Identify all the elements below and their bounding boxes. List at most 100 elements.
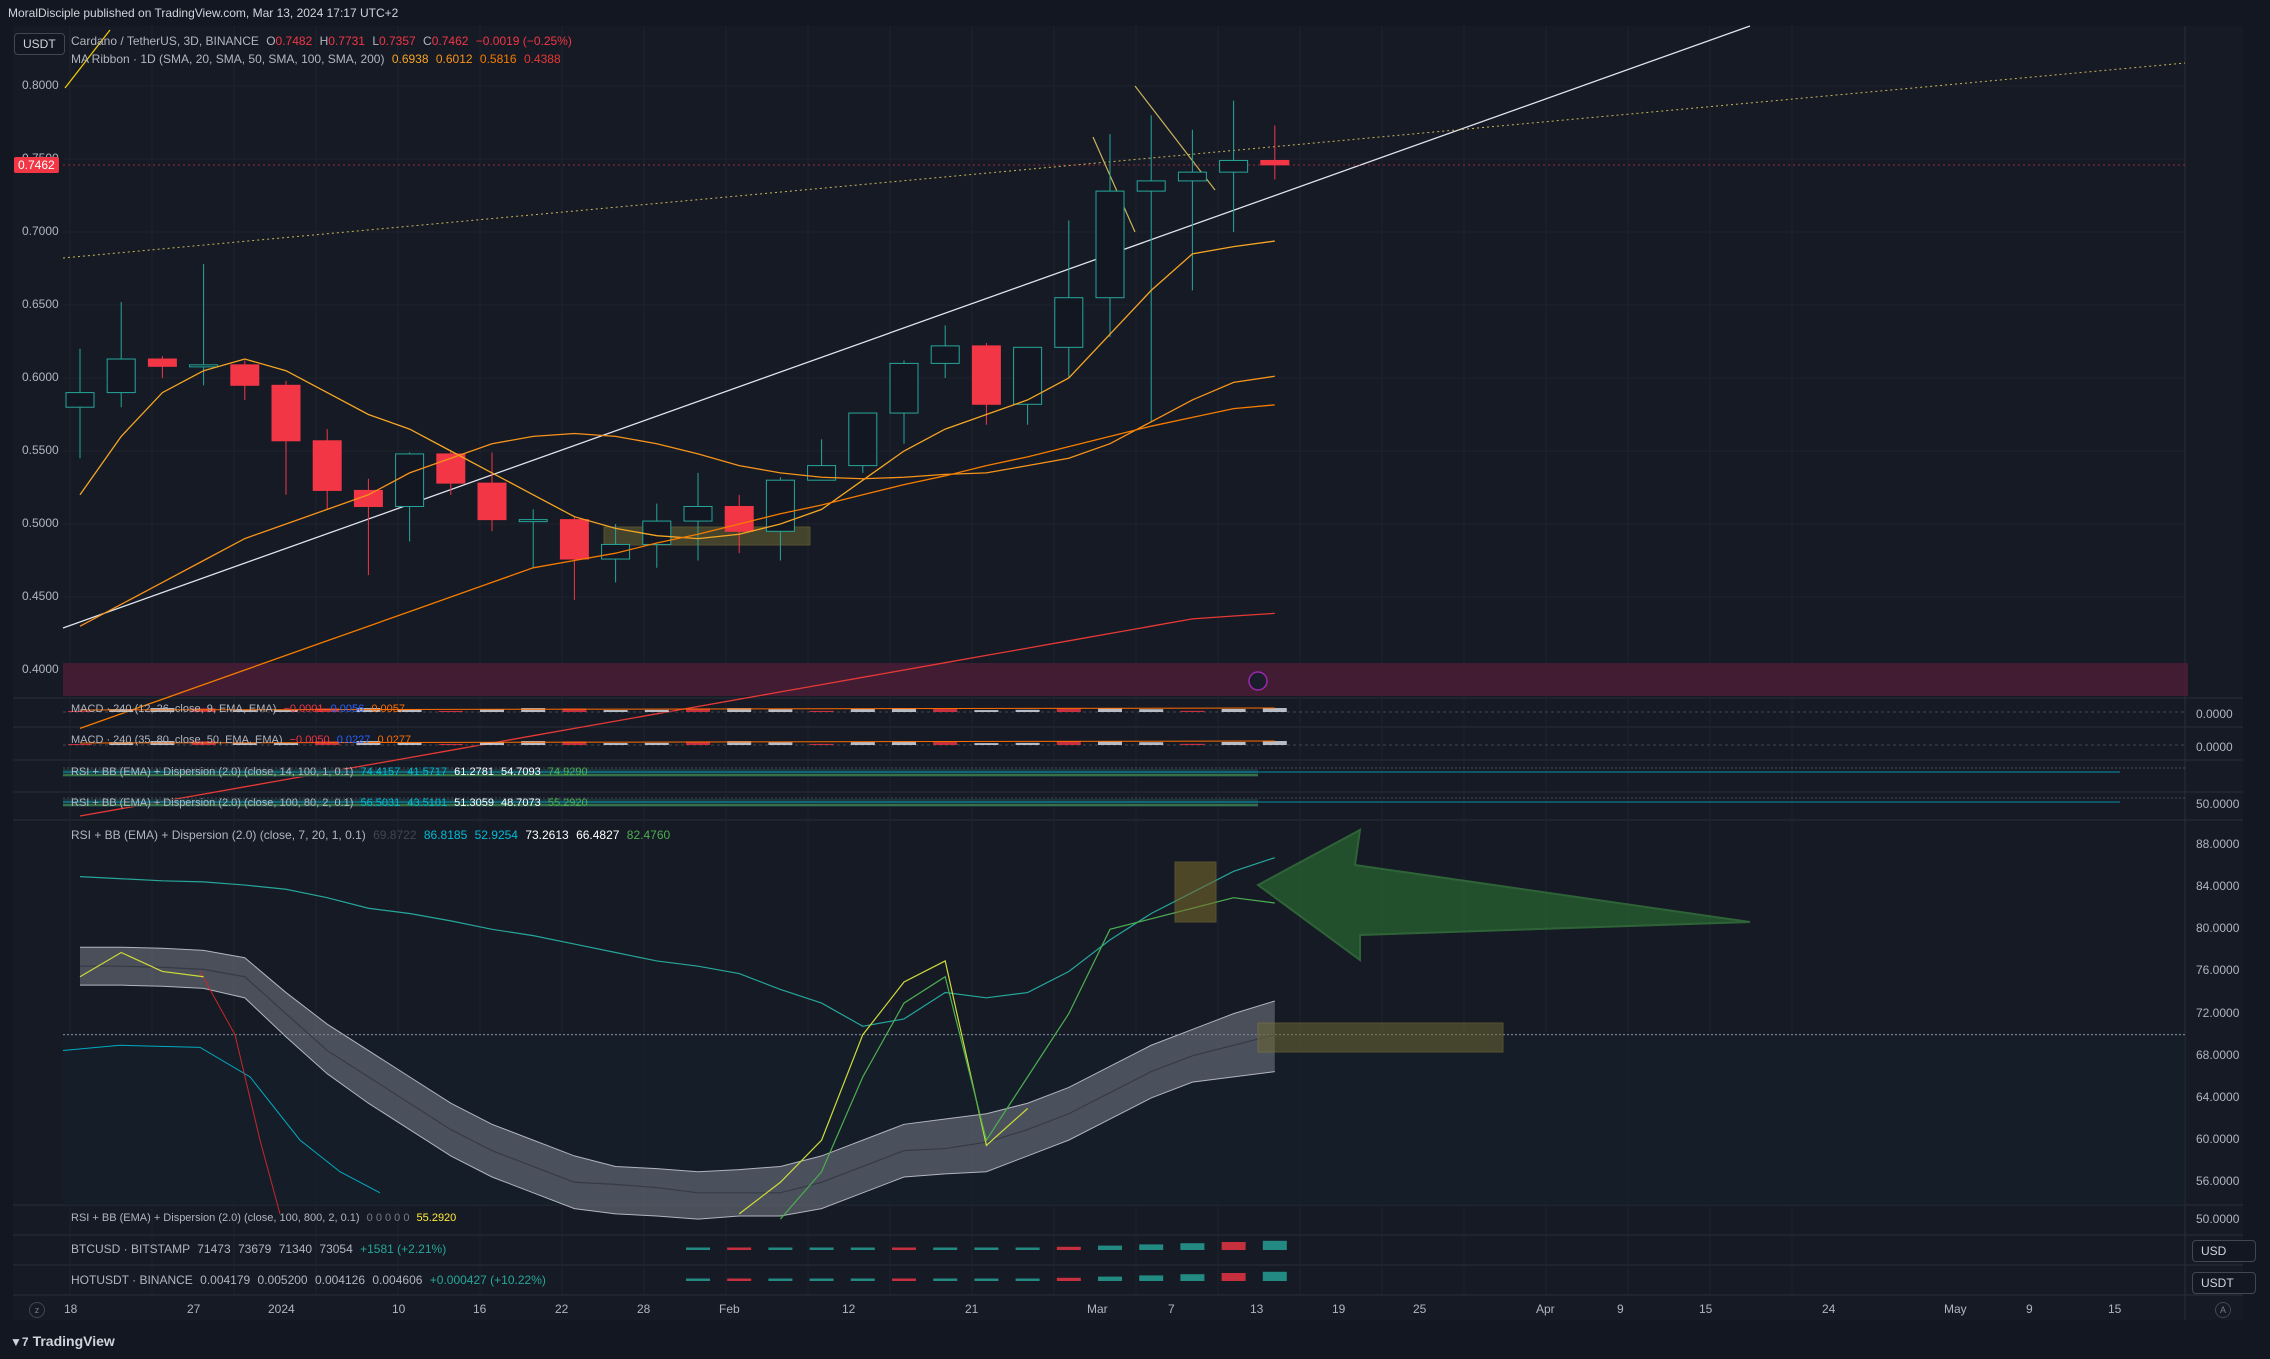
rsi-teal-dip-line [62,1044,381,1194]
candle-body [848,412,878,467]
rsi-target-zone-box [1257,1022,1504,1053]
price-axis-label: 0.4500 [22,589,59,603]
mini-candle [686,1247,710,1250]
hot-currency-badge[interactable]: USDT [2192,1272,2256,1294]
price-axis-label: 0.6000 [22,370,59,384]
rsi3-label: RSI + BB (EMA) + Dispersion (2.0) (close… [71,828,366,842]
time-axis-label: Mar [1087,1302,1108,1316]
mini-candle [727,1247,752,1250]
rsi4-label: RSI + BB (EMA) + Dispersion (2.0) (close… [71,1212,360,1224]
btc-label: BTCUSD · BITSTAMP [71,1242,190,1256]
time-axis-label: Feb [719,1302,740,1316]
candles-group [65,100,1290,600]
btc-change: +1581 (+2.21%) [360,1242,447,1256]
btc-currency-badge[interactable]: USD [2192,1240,2256,1262]
candle-body [1095,190,1125,299]
time-axis-label: 16 [473,1302,487,1316]
macd1-v1: −0.0001 [283,703,324,715]
macd-histogram-bar [768,742,793,745]
candle-body [312,440,342,491]
macd-histogram-bar [644,742,669,745]
annotation-arrow-icon [1256,828,1751,962]
macd2-v1: −0.0050 [289,734,330,746]
macd-histogram-bar [686,741,710,745]
macd1-axis: 0.0000 [2196,707,2233,721]
candle-body [1260,159,1290,166]
macd-histogram-bar [562,708,587,712]
mini-candle [1098,1276,1122,1281]
mini-candle [974,1278,999,1281]
main-legend: Cardano / TetherUS, 3D, BINANCE O0.7482 … [71,34,572,48]
macd-histogram-bar [1180,743,1205,745]
macd-histogram-bar [603,710,628,712]
macd-histogram-bar [480,742,504,745]
bollinger-upper [80,946,1275,1173]
macd-histogram-bar [850,708,875,712]
candle-body [971,345,1001,405]
candle-body [230,364,260,386]
time-axis-label: Apr [1536,1302,1555,1316]
macd-panes [63,707,2185,746]
rsi2-v2: 43.5101 [407,797,448,809]
rsi1-v4: 54.7093 [501,766,541,778]
rsi-line-early [79,951,204,978]
mini-candle [1221,1273,1246,1281]
ribbon-v3: 0.5816 [479,52,517,66]
time-axis-label: 12 [842,1302,856,1316]
support-zone-band [63,663,2188,696]
footer-brand-text: TradingView [32,1333,115,1349]
macd-histogram-bar [480,709,504,712]
macd-histogram-bar [356,708,381,712]
rsi2-v1: 56.5031 [360,797,401,809]
current-price-tag: 0.7462 [14,157,59,173]
rsi1-legend: RSI + BB (EMA) + Dispersion (2.0) (close… [71,766,588,778]
mini-candle [1098,1245,1122,1250]
rsi2-v5: 55.2920 [547,797,588,809]
candle-body [65,392,95,408]
candle-body [395,453,425,507]
symbol-title: Cardano / TetherUS, 3D, BINANCE [71,34,259,48]
macd-histogram-bar [438,710,463,712]
time-axis-label: 10 [392,1302,406,1316]
rsi1-label: RSI + BB (EMA) + Dispersion (2.0) (close… [71,766,354,778]
mini-candle [1015,1247,1040,1250]
macd-histogram-bar [562,741,587,745]
ma-ribbon-group [79,240,1275,817]
timezone-icon[interactable]: z [29,1302,45,1318]
high-value: 0.7731 [328,34,365,48]
macd-histogram-bar [1221,708,1246,712]
macd-histogram-bar [397,742,422,745]
ma-line-sma200 [79,612,1275,817]
hot-legend: HOTUSDT · BINANCE 0.004179 0.005200 0.00… [71,1273,546,1287]
rsi-axis-label: 64.0000 [2196,1089,2240,1104]
macd2-v2: 0.0227 [336,734,371,746]
ma-line-sma20 [79,240,1275,540]
mini-candle [1180,1274,1205,1281]
macd-histogram-bar [1015,709,1040,712]
currency-badge[interactable]: USDT [14,33,65,55]
macd-histogram-bar [274,742,298,745]
rsi1-v2: 41.5717 [407,766,448,778]
ribbon-v2: 0.6012 [435,52,473,66]
close-value: 0.7462 [431,34,469,48]
auto-scale-icon[interactable]: A [2215,1302,2231,1318]
open-label: O [266,34,276,48]
mini-candle [1262,1240,1287,1250]
ribbon-legend: MA Ribbon · 1D (SMA, 20, SMA, 50, SMA, 1… [71,52,561,66]
time-axis-label: 28 [637,1302,651,1316]
time-axis-label: 19 [1332,1302,1346,1316]
wedge-line-a [1092,136,1136,233]
macd-signal-line [79,707,1275,711]
rsi-axis-label: 56.0000 [2196,1174,2240,1189]
macd-histogram-bar [1098,708,1122,712]
open-value: 0.7482 [275,34,313,48]
candle-body [1013,346,1043,405]
rsi3-v5: 82.4760 [626,828,671,842]
candle-body [189,364,219,368]
rsi1-v3: 61.2781 [454,766,494,778]
time-axis-label: 15 [2108,1302,2122,1316]
ribbon-v4: 0.4388 [523,52,561,66]
rsi2-axis: 50.0000 [2196,797,2240,811]
mini-candle [1221,1242,1246,1250]
